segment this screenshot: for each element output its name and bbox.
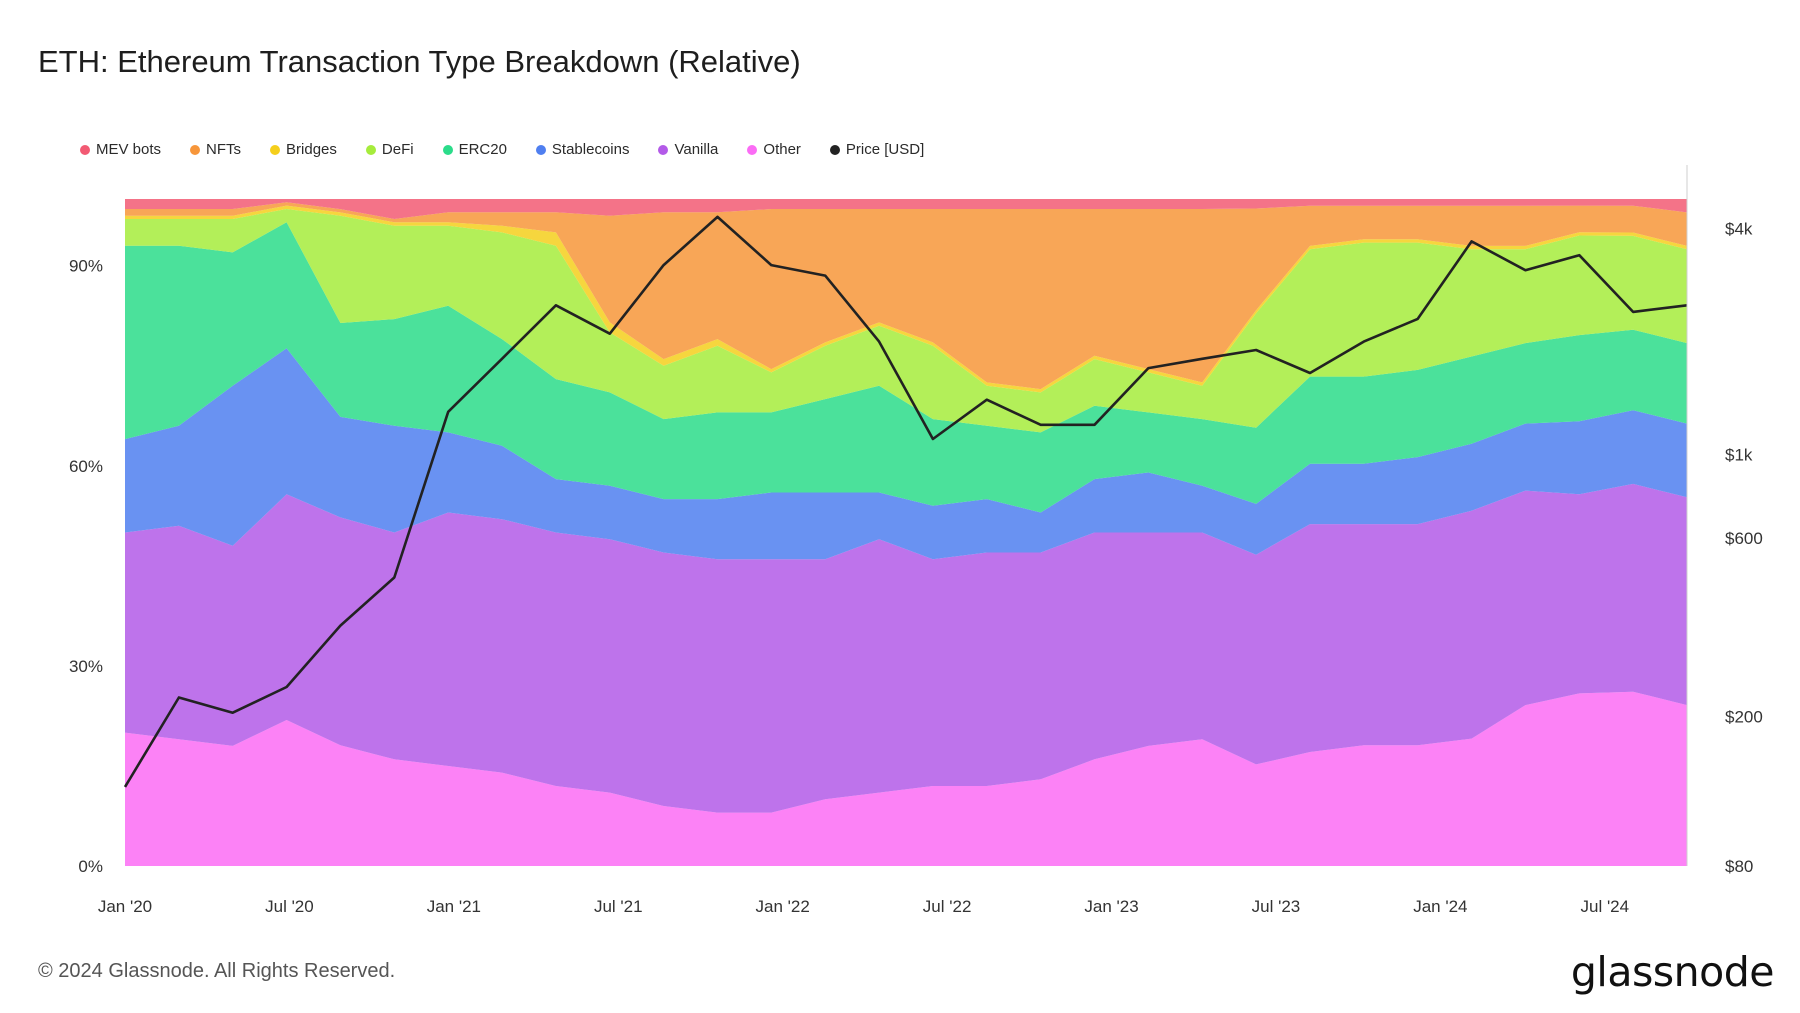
- y-right-tick-label: $1k: [1725, 446, 1753, 465]
- legend-item-bridges[interactable]: Bridges: [270, 141, 337, 158]
- legend-item-price[interactable]: Price [USD]: [829, 141, 925, 158]
- legend-item-stablecoins[interactable]: Stablecoins: [535, 141, 630, 158]
- legend-label: Other: [763, 141, 801, 158]
- x-tick-label: Jan '22: [756, 897, 810, 916]
- chart-title: ETH: Ethereum Transaction Type Breakdown…: [38, 44, 801, 79]
- price-line[interactable]: [123, 215, 1688, 788]
- x-tick-label: Jan '24: [1413, 897, 1467, 916]
- x-tick-label: Jul '24: [1580, 897, 1629, 916]
- legend-item-nfts[interactable]: NFTs: [190, 141, 241, 158]
- legend-item-erc20[interactable]: ERC20: [442, 141, 507, 158]
- legend-label: Price [USD]: [845, 141, 925, 158]
- x-tick-label: Jan '23: [1084, 897, 1138, 916]
- x-tick-label: Jul '22: [923, 897, 972, 916]
- legend-item-defi[interactable]: DeFi: [365, 141, 414, 158]
- legend-item-mev-bots[interactable]: MEV bots: [80, 141, 161, 158]
- area-other[interactable]: [125, 691, 1687, 866]
- legend-item-other[interactable]: Other: [747, 141, 801, 158]
- area-nfts[interactable]: [125, 202, 1687, 390]
- price-line-group: [123, 215, 1688, 788]
- legend-swatch: [535, 144, 546, 155]
- legend-label: Vanilla: [674, 141, 719, 158]
- x-tick-label: Jan '21: [427, 897, 481, 916]
- x-tick-label: Jan '20: [98, 897, 152, 916]
- legend-swatch: [365, 144, 376, 155]
- legend-swatch: [829, 144, 840, 155]
- right-axis: $80 $200 $600 $1k $4k: [1725, 220, 1763, 876]
- legend-swatch: [270, 144, 281, 155]
- y-left-tick-label: 0%: [78, 857, 103, 876]
- y-right-tick-label: $4k: [1725, 220, 1753, 239]
- area-vanilla[interactable]: [125, 483, 1687, 813]
- legend-swatch: [190, 144, 201, 155]
- area-stablecoins[interactable]: [125, 348, 1687, 560]
- x-tick-label: Jul '23: [1252, 897, 1301, 916]
- legend-swatch: [80, 144, 90, 155]
- y-left-tick-label: 60%: [69, 457, 103, 476]
- glassnode-logo: glassnode: [1570, 948, 1775, 996]
- legend-swatch: [442, 144, 453, 155]
- legend-label: ERC20: [458, 141, 507, 158]
- legend-label: Bridges: [286, 141, 337, 158]
- y-right-tick-label: $600: [1725, 529, 1763, 548]
- y-left-tick-label: 90%: [69, 257, 103, 276]
- area-defi[interactable]: [125, 209, 1687, 433]
- y-right-tick-label: $200: [1725, 708, 1763, 727]
- y-left-tick-label: 30%: [69, 657, 103, 676]
- legend-swatch: [658, 144, 669, 155]
- left-axis: 0% 30% 60% 90%: [69, 257, 103, 876]
- legend-label: Stablecoins: [551, 141, 630, 158]
- x-axis: Jan '20 Jul '20 Jan '21 Jul '21 Jan '22 Jul '…: [98, 897, 1629, 916]
- copyright-footer: © 2024 Glassnode. All Rights Reserved.: [38, 960, 396, 982]
- area-mev-bots[interactable]: [125, 199, 1687, 219]
- chart-legend: MEV bots NFTs Bridges DeFi ERC20 Stablec…: [80, 141, 953, 158]
- legend-label: MEV bots: [96, 141, 162, 158]
- area-series-group: [125, 199, 1687, 866]
- x-tick-label: Jul '21: [594, 897, 643, 916]
- x-tick-label: Jul '20: [265, 897, 314, 916]
- area-erc20[interactable]: [125, 222, 1687, 513]
- legend-label: DeFi: [381, 141, 414, 158]
- legend-item-vanilla[interactable]: Vanilla: [658, 141, 718, 158]
- legend-label: NFTs: [206, 141, 242, 158]
- y-right-tick-label: $80: [1725, 857, 1753, 876]
- legend-swatch: [747, 144, 758, 155]
